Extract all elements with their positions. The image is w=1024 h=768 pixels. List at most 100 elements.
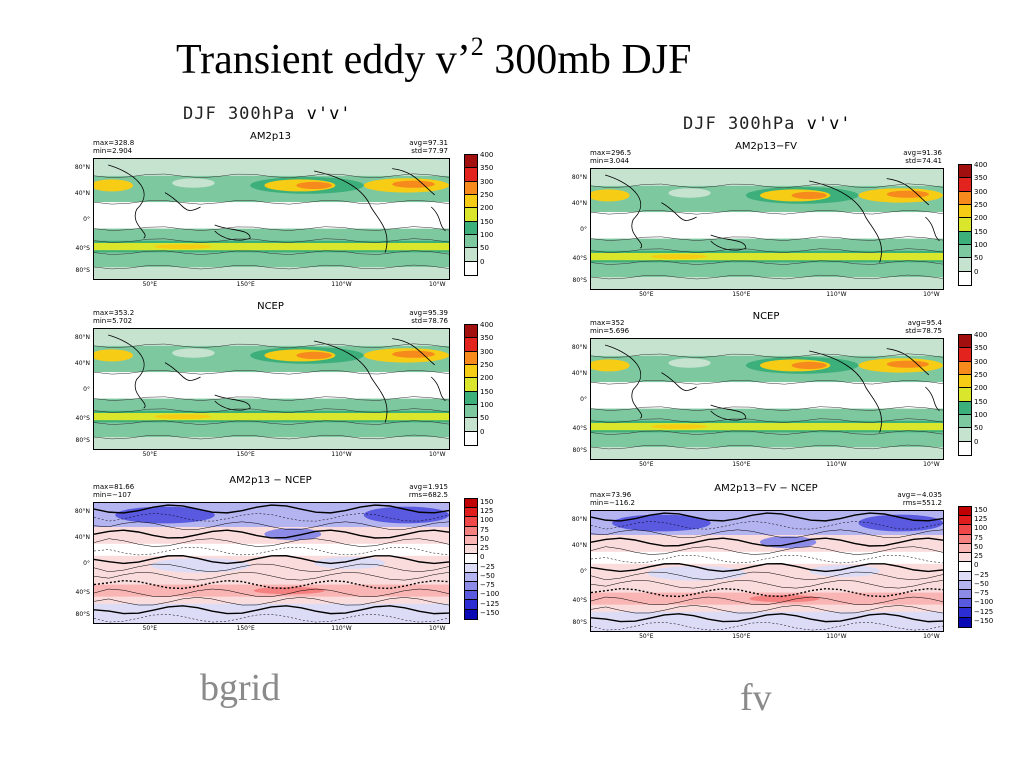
color-bar-label: 100 [480,516,494,525]
color-bar-label: −125 [974,607,994,616]
footer-label-fv: fv [740,677,772,719]
color-bar-label: 200 [974,384,988,393]
stat-value: avg=1.915 [409,483,448,491]
color-bar [464,154,478,276]
map-plot [590,510,944,632]
color-bar-label: −75 [974,589,989,598]
color-bar-swatch [959,562,971,572]
color-bar-swatch [959,516,971,526]
panel-title: AM2p13−FV [735,141,797,152]
color-bar-label: 150 [974,227,988,236]
color-bar-swatch [465,155,477,169]
title-superscript: 2 [470,32,484,61]
color-bar-label: 300 [480,347,494,356]
color-bar [958,506,972,628]
color-bar-swatch [465,208,477,222]
map-plot [93,502,450,624]
color-bar-swatch [465,248,477,262]
color-bar-label: −50 [974,579,989,588]
color-bar-label: 150 [974,397,988,406]
latitude-tick-label: 80°N [74,333,90,341]
latitude-tick-label: 40°S [572,597,587,605]
panel-title: AM2p13−FV − NCEP [714,483,818,494]
color-bar-label: 400 [974,161,988,169]
color-bar-label: −75 [480,581,495,590]
color-bar-label: 200 [480,204,494,213]
latitude-tick-label: 0° [580,568,587,576]
longitude-tick-label: 10°W [429,281,446,288]
color-bar-swatch [465,508,477,518]
color-bar-swatch [959,348,971,362]
color-bar-label: 125 [974,515,988,524]
footer-label-bgrid: bgrid [200,667,281,709]
panel-stats-left: max=352 min=5.696 [590,319,629,335]
stat-value: max=352 [590,319,625,327]
color-bar-swatch [959,244,971,259]
color-bar-label: 50 [974,254,983,263]
color-bar-swatch [959,534,971,544]
color-bar-swatch [465,418,477,432]
color-bar-label: −100 [480,590,500,599]
color-bar-swatch [465,194,477,209]
color-bar-swatch [959,191,971,205]
color-bar-swatch [465,591,477,601]
color-bar-swatch [959,165,971,179]
stat-value: std=74.41 [905,157,942,165]
map-panel: AM2p13 − NCEP max=81.66 min=−107 avg=1.915 r… [75,475,499,632]
color-bar-swatch [959,543,971,554]
color-bar [958,164,972,286]
map-plot [93,328,450,450]
latitude-tick-label: 80°S [75,266,90,274]
color-bar-label: 0 [480,257,485,266]
color-bar-swatch [465,581,477,592]
color-bar-swatch [465,234,477,249]
color-bar-label: 250 [974,201,988,209]
latitude-tick-label: 80°N [571,173,587,181]
color-bar-label: 250 [480,361,494,369]
color-bar-swatch [465,378,477,392]
latitude-tick-label: 40°S [75,245,90,253]
color-bar-swatch [959,401,971,415]
column-header-left: DJF 300hPa v'v' [183,104,352,124]
stat-value: max=353.2 [93,309,135,317]
panel-stats-left: max=81.66 min=−107 [93,483,134,499]
color-bar-label: 250 [974,371,988,379]
longitude-tick-label: 50°E [142,451,158,458]
longitude-tick-label: 50°E [639,291,654,298]
color-bar-swatch [465,545,477,555]
longitude-tick-label: 150°E [732,633,751,640]
color-bar-label: 250 [480,191,494,199]
stat-value: avg=95.4 [907,319,942,327]
column-header-right: DJF 300hPa v'v' [683,114,852,134]
longitude-tick-label: 150°E [236,451,255,458]
panel-title: NCEP [752,311,780,322]
stat-value: rms=682.5 [408,491,448,499]
latitude-tick-label: 0° [83,560,90,568]
latitude-tick-label: 0° [83,216,90,224]
color-bar-swatch [465,600,477,610]
map-plot [590,338,944,460]
longitude-tick-label: 10°W [429,451,446,458]
longitude-tick-label: 150°E [236,625,255,632]
panel-stats-left: max=296.5 min=3.044 [590,149,631,165]
color-bar-swatch [959,271,971,285]
longitude-tick-label: 150°E [732,291,751,298]
longitude-tick-label: 110°W [826,633,847,640]
stat-value: min=3.044 [590,157,630,165]
map-panel: NCEP max=352 min=5.696 avg=95.4 std=78.75 80°… [572,311,988,468]
color-bar-label: 150 [480,387,494,396]
slide-title: Transient eddy v’2 300mb DJF [176,32,691,84]
color-bar-label: 125 [480,507,494,516]
longitude-tick-label: 10°W [923,291,940,298]
color-bar-swatch [959,414,971,429]
color-bar-swatch [959,617,971,627]
stat-value: std=77.97 [411,147,448,155]
latitude-tick-label: 40°N [571,200,587,207]
color-bar-label: 0 [974,437,979,446]
color-bar-label: 350 [480,334,494,343]
longitude-tick-label: 50°E [142,625,158,632]
color-bar-swatch [959,361,971,375]
color-bar-swatch [465,431,477,445]
color-bar-label: 300 [974,357,988,366]
stat-value: std=78.76 [411,317,448,325]
